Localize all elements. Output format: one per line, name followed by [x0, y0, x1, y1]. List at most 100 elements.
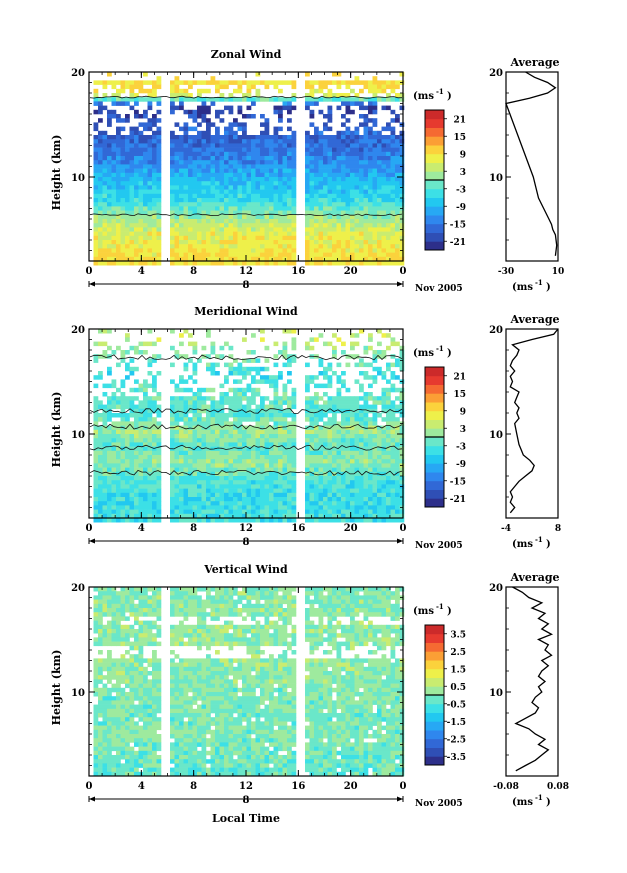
heatmap-cell: [246, 442, 252, 447]
heatmap-cell: [323, 492, 328, 498]
heatmap-cell: [377, 501, 382, 506]
heatmap-cell: [381, 480, 387, 485]
heatmap-cell: [183, 139, 189, 144]
heatmap-cell: [287, 139, 292, 144]
heatmap-cell: [305, 105, 310, 111]
heatmap-cell: [215, 425, 220, 431]
heatmap-cell: [341, 463, 346, 468]
heatmap-cell: [309, 248, 315, 253]
heatmap-cell: [354, 206, 360, 211]
heatmap-cell: [327, 450, 333, 456]
heatmap-cell: [152, 97, 157, 102]
heatmap-cell: [125, 362, 130, 368]
heatmap-cell: [210, 366, 216, 372]
heatmap-cell: [291, 450, 297, 456]
heatmap-cell: [192, 341, 198, 347]
heatmap-cell: [381, 206, 387, 211]
heatmap-cell: [251, 333, 256, 338]
heatmap-cell: [125, 425, 130, 431]
heatmap-cell: [273, 492, 279, 498]
heatmap-cell: [345, 404, 351, 410]
heatmap-cell: [215, 139, 220, 144]
heatmap-cell: [147, 488, 153, 494]
heatmap-cell: [93, 497, 99, 502]
heatmap-cell: [345, 193, 351, 199]
heatmap-cell: [179, 88, 184, 94]
heatmap-cell: [134, 202, 139, 207]
heatmap-cell: [390, 156, 396, 161]
heatmap-cell: [291, 261, 297, 266]
heatmap-cell: [386, 126, 391, 132]
heatmap-cell: [233, 400, 238, 405]
heatmap-cell: [228, 434, 234, 439]
heatmap-cell: [215, 467, 220, 473]
heatmap-cell: [197, 442, 202, 447]
heatmap-cell: [143, 434, 148, 439]
heatmap-cell: [233, 206, 238, 211]
heatmap-cell: [215, 438, 220, 443]
heatmap-cell: [372, 518, 378, 523]
heatmap-cell: [350, 450, 355, 456]
heatmap-cell: [93, 455, 99, 460]
heatmap-cell: [386, 392, 391, 397]
heatmap-cell: [381, 210, 387, 216]
heatmap-cell: [368, 337, 373, 342]
heatmap-cell: [233, 156, 238, 161]
heatmap-cell: [224, 210, 229, 216]
heatmap-cell: [156, 160, 162, 165]
heatmap-cell: [278, 450, 283, 456]
heatmap-cell: [107, 497, 112, 502]
heatmap-cell: [341, 497, 346, 502]
heatmap-cell: [174, 513, 180, 519]
heatmap-cell: [219, 497, 225, 502]
heatmap-cell: [381, 350, 387, 355]
heatmap-cell: [210, 185, 216, 190]
heatmap-cell: [192, 256, 198, 262]
heatmap-cell: [327, 177, 333, 182]
heatmap-cell: [237, 147, 243, 153]
heatmap-cell: [206, 168, 211, 174]
heatmap-cell: [291, 193, 297, 199]
heatmap-cell: [318, 505, 324, 510]
heatmap-cell: [314, 164, 319, 169]
heatmap-cell: [260, 497, 265, 502]
heatmap-cell: [138, 476, 144, 481]
heatmap-cell: [188, 181, 193, 186]
heatmap-cell: [336, 438, 342, 443]
heatmap-cell: [314, 198, 319, 203]
heatmap-cell: [138, 350, 144, 355]
heatmap-cell: [125, 442, 130, 447]
heatmap-cell: [210, 172, 216, 178]
heatmap-cell: [318, 252, 324, 258]
heatmap-cell: [197, 501, 202, 506]
heatmap-cell: [354, 135, 360, 140]
heatmap-cell: [359, 244, 364, 249]
heatmap-cell: [251, 202, 256, 207]
heatmap-cell: [318, 484, 324, 489]
heatmap-cell: [341, 206, 346, 211]
heatmap-cell: [138, 214, 144, 220]
heatmap-cell: [215, 223, 220, 228]
heatmap-cell: [233, 244, 238, 249]
heatmap-cell: [381, 135, 387, 140]
heatmap-cell: [134, 350, 139, 355]
heatmap-cell: [377, 181, 382, 186]
colorbar-swatch: [425, 232, 444, 242]
heatmap-cell: [102, 509, 108, 515]
heatmap-cell: [246, 471, 252, 477]
heatmap-cell: [206, 164, 211, 169]
heatmap-cell: [237, 509, 243, 515]
heatmap-cell: [201, 147, 207, 153]
heatmap-cell: [147, 122, 153, 127]
heatmap-cell: [386, 333, 391, 338]
heatmap-cell: [215, 177, 220, 182]
heatmap-cell: [192, 114, 198, 119]
heatmap-cell: [305, 488, 310, 494]
heatmap-cell: [201, 189, 207, 195]
heatmap-cell: [251, 358, 256, 363]
heatmap-cell: [251, 135, 256, 140]
heatmap-cell: [242, 139, 247, 144]
heatmap-cell: [381, 261, 387, 266]
heatmap-cell: [305, 518, 310, 523]
heatmap-cell: [291, 513, 297, 519]
